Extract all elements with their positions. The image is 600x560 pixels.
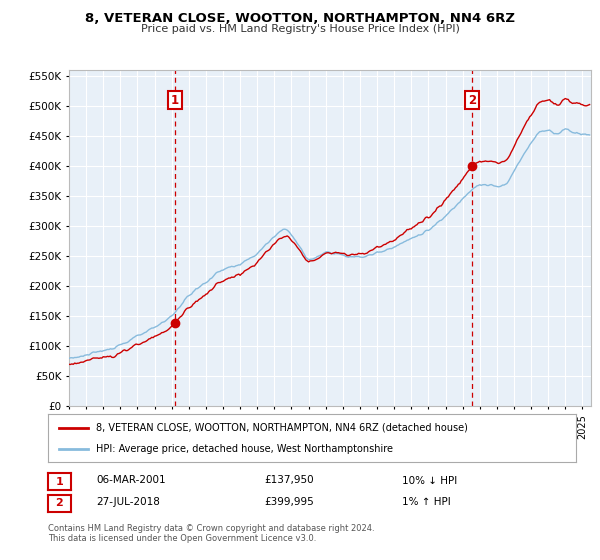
- Text: £137,950: £137,950: [264, 475, 314, 486]
- Text: 27-JUL-2018: 27-JUL-2018: [96, 497, 160, 507]
- Text: Price paid vs. HM Land Registry's House Price Index (HPI): Price paid vs. HM Land Registry's House …: [140, 24, 460, 34]
- Text: 2: 2: [469, 94, 476, 106]
- Text: 8, VETERAN CLOSE, WOOTTON, NORTHAMPTON, NN4 6RZ: 8, VETERAN CLOSE, WOOTTON, NORTHAMPTON, …: [85, 12, 515, 25]
- Text: 2: 2: [56, 498, 63, 508]
- Text: 8, VETERAN CLOSE, WOOTTON, NORTHAMPTON, NN4 6RZ (detached house): 8, VETERAN CLOSE, WOOTTON, NORTHAMPTON, …: [95, 423, 467, 433]
- Text: Contains HM Land Registry data © Crown copyright and database right 2024.
This d: Contains HM Land Registry data © Crown c…: [48, 524, 374, 543]
- Text: 10% ↓ HPI: 10% ↓ HPI: [402, 475, 457, 486]
- Text: 1% ↑ HPI: 1% ↑ HPI: [402, 497, 451, 507]
- Text: 1: 1: [170, 94, 179, 106]
- Text: HPI: Average price, detached house, West Northamptonshire: HPI: Average price, detached house, West…: [95, 444, 392, 454]
- Text: 06-MAR-2001: 06-MAR-2001: [96, 475, 166, 486]
- Text: 1: 1: [56, 477, 63, 487]
- Text: £399,995: £399,995: [264, 497, 314, 507]
